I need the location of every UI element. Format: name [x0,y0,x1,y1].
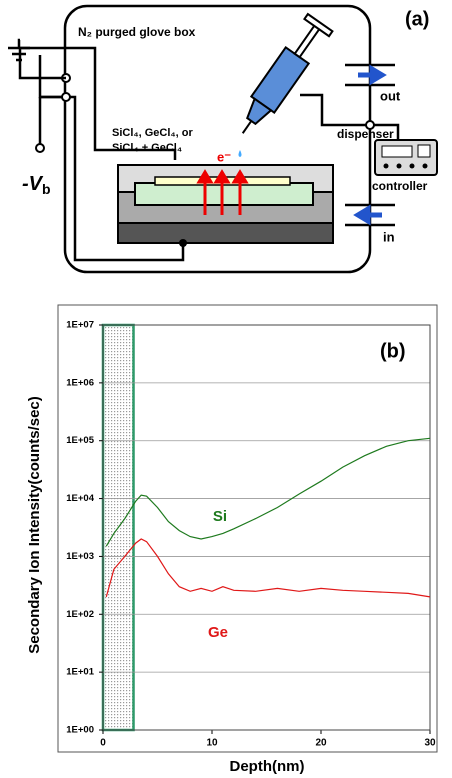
terminal [365,120,375,130]
y-tick-label: 1E+04 [66,493,94,504]
line-series [105,538,431,598]
panel-label: (b) [380,340,406,362]
y-tick-label: 1E+02 [66,609,94,620]
bias-subscript: b [42,181,51,197]
display [381,145,413,158]
knob [422,163,428,169]
y-tick-label: 1E+03 [66,551,94,562]
panel-label: (a) [405,8,429,30]
droplet [238,150,242,157]
substrate [117,222,334,244]
y-tick-label: 1E+00 [66,725,94,736]
bias-symbol: -V [22,173,44,195]
out-label: out [380,88,401,103]
terminal [35,143,45,153]
electron-label: e⁻ [217,149,231,164]
layer [134,182,314,206]
bias-label: -Vb [22,173,51,196]
knob [409,163,415,169]
precursor-label: SiCl₄, GeCl₄, or [112,127,193,139]
arrow-in [353,204,382,226]
diagram: (a) N₂ purged glove box -Vb e⁻ SiCl₄, Ge… [8,4,438,274]
x-tick-label: 20 [315,738,327,749]
wire [20,46,177,160]
y-tick-label: 1E+01 [66,667,94,678]
series-label: Ge [208,624,228,641]
plot-area [102,324,431,731]
x-axis-label: Depth(nm) [230,758,305,775]
chart: Secondary Ion Intensity(counts/sec) Dept… [26,304,438,775]
dispenser-icon [241,12,334,134]
wire [18,48,66,80]
dispenser-label: dispenser [337,127,394,141]
controller-label: controller [372,179,428,193]
wire [300,93,400,140]
contact [179,239,187,247]
y-tick-label: 1E+07 [66,320,94,331]
arrow-out [358,64,387,86]
line-series [105,437,431,547]
wire [38,55,185,262]
box-label: N₂ purged glove box [78,25,196,39]
in-label: in [383,229,395,244]
glove-box [63,4,372,274]
series-label: Si [213,508,227,525]
precursor-label: SiCl₄ + GeCl₄ [112,142,182,154]
keypad [417,144,431,158]
y-tick-label: 1E+05 [66,435,94,446]
knob [396,163,402,169]
x-tick-label: 0 [100,738,106,749]
y-axis-label: Secondary Ion Intensity(counts/sec) [26,396,43,654]
x-tick-label: 30 [424,738,436,749]
y-tick-label: 1E+06 [66,377,94,388]
terminal [61,92,71,102]
x-tick-label: 10 [206,738,218,749]
knob [383,163,389,169]
electron-arrows [196,169,249,215]
